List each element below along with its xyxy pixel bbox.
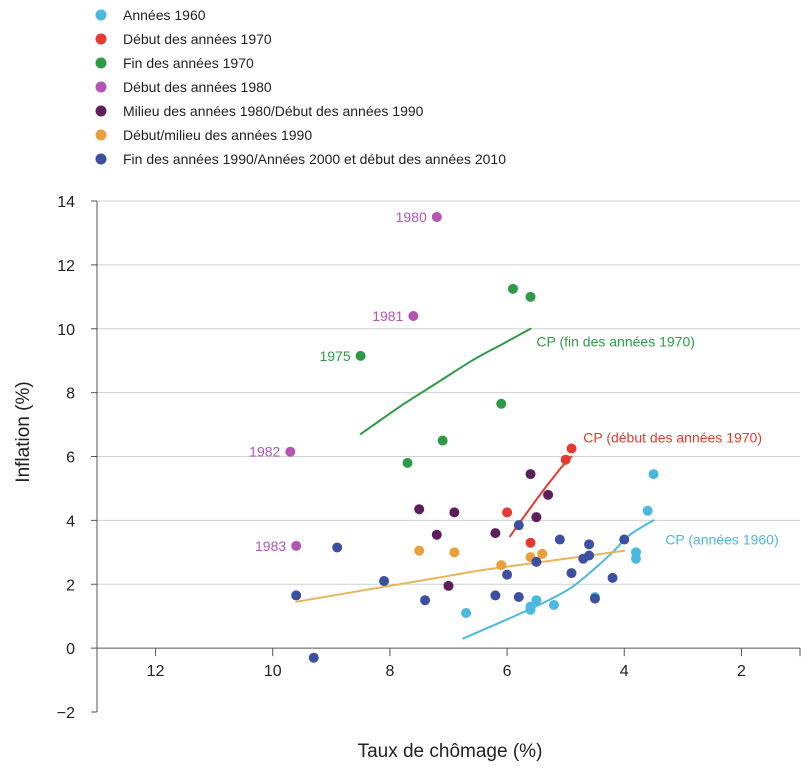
point-annees-1960-3	[531, 595, 542, 606]
point-debut-des-annees-1970-0	[502, 507, 513, 518]
point-fin-des-annees-1990-annees-2000-et-debut-des-annees-2010-3	[379, 576, 390, 587]
point-debut-milieu-des-annees-1990-4	[537, 548, 548, 559]
legend-label-fin-des-annees-1990-annees-2000-et-debut-des-annees-2010: Fin des années 1990/Années 2000 et début…	[123, 151, 506, 167]
point-milieu-des-annees-1980-debut-des-annees-1990-7	[543, 489, 554, 500]
annotation-cp-annees-1960: CP (années 1960)	[665, 532, 778, 548]
point-annees-1960-2	[525, 601, 536, 612]
point-milieu-des-annees-1980-debut-des-annees-1990-0	[414, 504, 425, 515]
legend-marker-milieu-des-annees-1980-debut-des-annees-1990	[95, 105, 107, 117]
point-annees-1960-9	[648, 469, 659, 480]
point-fin-des-annees-1990-annees-2000-et-debut-des-annees-2010-4	[420, 595, 431, 606]
point-fin-des-annees-1990-annees-2000-et-debut-des-annees-2010-6	[502, 569, 513, 580]
point-debut-des-annees-1980-2	[285, 446, 296, 457]
x-tick-label-8: 8	[385, 663, 394, 680]
point-debut-milieu-des-annees-1990-1	[449, 547, 460, 558]
point-fin-des-annees-1990-annees-2000-et-debut-des-annees-2010-7	[513, 520, 524, 531]
y-tick-label-14: 14	[57, 194, 75, 211]
legend-marker-debut-milieu-des-annees-1990	[95, 129, 107, 141]
x-tick-label-6: 6	[503, 663, 512, 680]
axes: 14 12 10 8 6 4 2 0 −2 12 10 8 6 4 2	[57, 194, 801, 722]
annotation-1982: 1982	[249, 444, 280, 460]
point-fin-des-annees-1990-annees-2000-et-debut-des-annees-2010-17	[619, 534, 630, 545]
legend-label-debut-milieu-des-annees-1990: Début/milieu des années 1990	[123, 127, 312, 143]
x-tick-label-12: 12	[147, 663, 165, 680]
point-milieu-des-annees-1980-debut-des-annees-1990-5	[525, 469, 536, 480]
legend-marker-fin-des-annees-1970	[95, 57, 107, 69]
point-fin-des-annees-1990-annees-2000-et-debut-des-annees-2010-15	[589, 593, 600, 604]
point-fin-des-annees-1970-2	[437, 435, 448, 446]
legend-marker-debut-des-annees-1970	[95, 33, 107, 45]
y-axis-title: Inflation (%)	[13, 381, 34, 482]
point-debut-des-annees-1970-2	[560, 454, 571, 465]
point-debut-milieu-des-annees-1990-0	[414, 545, 425, 556]
legend-marker-debut-des-annees-1980	[95, 81, 107, 93]
point-annees-1960-8	[642, 505, 653, 516]
curve-cp-fin-des-annees-1970	[359, 327, 532, 436]
y-tick-label--2: −2	[57, 705, 75, 722]
point-fin-des-annees-1990-annees-2000-et-debut-des-annees-2010-16	[607, 572, 618, 583]
point-fin-des-annees-1970-3	[496, 398, 507, 409]
legend-marker-annees-1960	[95, 9, 107, 21]
y-tick-label-6: 6	[66, 450, 75, 467]
curve-fitted-3	[295, 549, 626, 603]
point-fin-des-annees-1990-annees-2000-et-debut-des-annees-2010-11	[566, 568, 577, 579]
x-tick-label-10: 10	[264, 663, 282, 680]
y-tick-label-2: 2	[66, 577, 75, 594]
point-fin-des-annees-1990-annees-2000-et-debut-des-annees-2010-13	[584, 550, 595, 561]
point-debut-des-annees-1980-1	[408, 310, 419, 321]
point-fin-des-annees-1970-0	[355, 350, 366, 361]
point-milieu-des-annees-1980-debut-des-annees-1990-3	[443, 580, 454, 591]
point-fin-des-annees-1970-1	[402, 457, 413, 468]
point-fin-des-annees-1990-annees-2000-et-debut-des-annees-2010-5	[490, 590, 501, 601]
annotations: 1980 1981 1975 1982 1983 CP (fin des années 1…	[249, 209, 778, 554]
annotation-1983: 1983	[255, 538, 286, 554]
phillips-curves	[295, 327, 655, 640]
point-milieu-des-annees-1980-debut-des-annees-1990-6	[531, 512, 542, 523]
point-debut-des-annees-1980-0	[431, 211, 442, 222]
point-fin-des-annees-1990-annees-2000-et-debut-des-annees-2010-1	[308, 652, 319, 663]
annotation-1981: 1981	[372, 308, 403, 324]
grid-lines	[97, 200, 800, 585]
curve-cp-annees-1960	[462, 519, 655, 640]
legend-label-debut-des-annees-1980: Début des années 1980	[123, 79, 272, 95]
legend-marker-fin-des-annees-1990-annees-2000-et-debut-des-annees-2010	[95, 153, 107, 165]
y-tick-label-4: 4	[66, 513, 75, 530]
y-tick-label-12: 12	[57, 258, 75, 275]
legend-label-fin-des-annees-1970: Fin des années 1970	[123, 55, 254, 71]
x-tick-label-2: 2	[737, 663, 746, 680]
y-tick-label-0: 0	[66, 641, 75, 658]
legend: Années 1960 Début des années 1970 Fin des …	[95, 7, 506, 167]
point-annees-1960-0	[461, 607, 472, 618]
point-debut-milieu-des-annees-1990-2	[496, 560, 507, 571]
annotation-cp-fin-des-annees-1970: CP (fin des années 1970)	[536, 334, 695, 350]
legend-label-annees-1960: Années 1960	[123, 7, 206, 23]
point-fin-des-annees-1990-annees-2000-et-debut-des-annees-2010-10	[554, 534, 565, 545]
point-debut-des-annees-1970-1	[525, 537, 536, 548]
point-annees-1960-7	[630, 547, 641, 558]
point-fin-des-annees-1970-4	[507, 283, 518, 294]
x-axis-title: Taux de chômage (%)	[358, 741, 543, 762]
y-tick-label-8: 8	[66, 386, 75, 403]
point-fin-des-annees-1990-annees-2000-et-debut-des-annees-2010-2	[332, 542, 343, 553]
point-milieu-des-annees-1980-debut-des-annees-1990-4	[490, 528, 501, 539]
point-debut-des-annees-1970-3	[566, 443, 577, 454]
data-points	[285, 211, 659, 663]
point-debut-des-annees-1980-3	[291, 540, 302, 551]
point-fin-des-annees-1990-annees-2000-et-debut-des-annees-2010-0	[291, 590, 302, 601]
annotation-cp-debut-des-annees-1970: CP (début des années 1970)	[583, 429, 762, 445]
point-fin-des-annees-1970-5	[525, 291, 536, 302]
point-fin-des-annees-1990-annees-2000-et-debut-des-annees-2010-8	[513, 592, 524, 603]
legend-label-milieu-des-annees-1980-debut-des-annees-1990: Milieu des années 1980/Début des années …	[123, 103, 424, 119]
annotation-1975: 1975	[319, 348, 350, 364]
point-milieu-des-annees-1980-debut-des-annees-1990-2	[449, 507, 460, 518]
legend-label-debut-des-annees-1970: Début des années 1970	[123, 31, 272, 47]
point-fin-des-annees-1990-annees-2000-et-debut-des-annees-2010-14	[584, 539, 595, 550]
annotation-1980: 1980	[396, 209, 427, 225]
point-annees-1960-4	[548, 600, 559, 611]
y-tick-label-10: 10	[57, 322, 75, 339]
x-tick-label-4: 4	[620, 663, 629, 680]
point-milieu-des-annees-1980-debut-des-annees-1990-1	[431, 529, 442, 540]
point-fin-des-annees-1990-annees-2000-et-debut-des-annees-2010-9	[531, 556, 542, 567]
